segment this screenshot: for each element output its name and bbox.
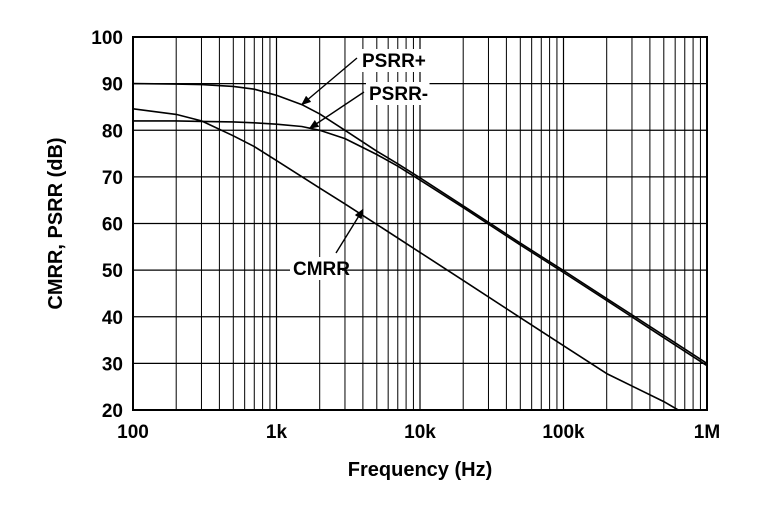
y-tick-label: 20 [102,401,123,422]
annotation-label: CMRR [293,259,350,280]
annotation-label: PSRR- [369,84,428,105]
y-tick-label: 90 [102,75,123,96]
annotation-arrow [335,208,364,254]
y-tick-label: 80 [102,121,123,142]
y-tick-label: 50 [102,261,123,282]
series-line-psrr-minus [133,120,707,367]
y-tick-label: 100 [91,28,123,49]
plot-frame [132,36,708,411]
x-tick-labels: 100 1k 10k 100k 1M [117,422,720,443]
x-tick-label: 10k [404,422,436,443]
y-tick-label: 70 [102,168,123,189]
x-tick-label: 100k [542,422,585,443]
y-tick-label: 30 [102,354,123,375]
annotation-label-bg [359,49,423,72]
annotation-label-bg [290,257,342,280]
annotation-arrow [301,57,358,106]
y-tick-label: 60 [102,215,123,236]
annotation-arrow [308,91,365,129]
y-axis-label: CMRR, PSRR (dB) [45,137,67,309]
series-line-psrr-minusplus [133,82,707,365]
x-axis-label: Frequency (Hz) [348,459,492,481]
annotation-layer: PSRR+ PSRR- CMRR [290,49,430,280]
x-tick-label: 100 [117,422,149,443]
x-tick-label: 1k [266,422,288,443]
annotation-label: PSRR+ [362,51,426,72]
x-tick-label: 1M [694,422,720,443]
y-tick-labels: 20 30 40 50 60 70 80 90 100 [91,28,123,422]
y-tick-label: 40 [102,308,123,329]
annotation-label-bg [366,82,430,105]
